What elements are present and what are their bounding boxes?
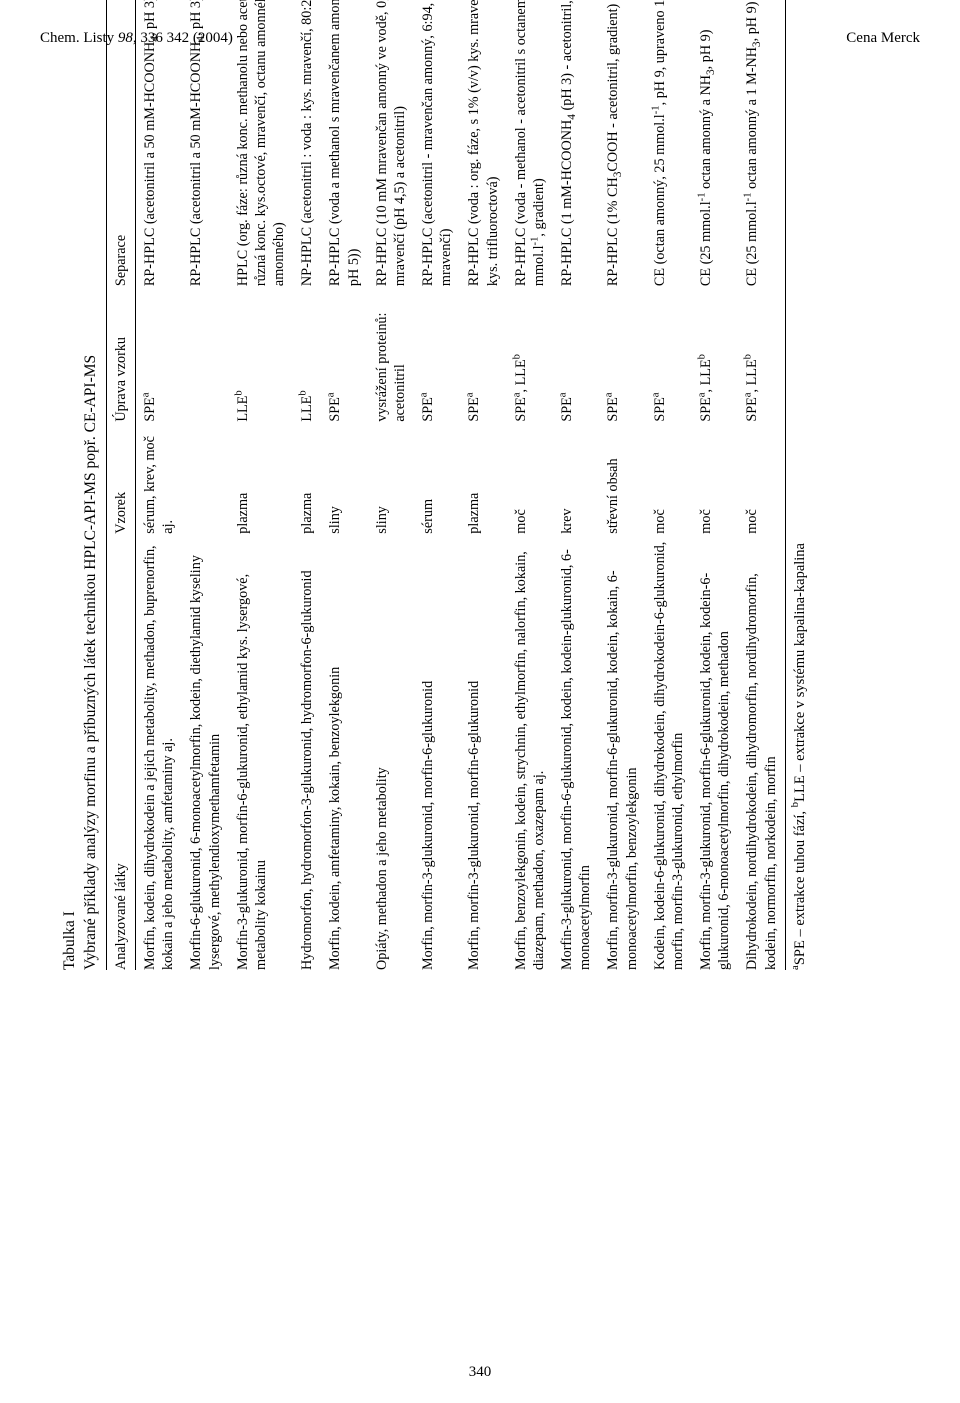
- cell-separace: RP-HPLC (acetonitril - mravenčan amonný,…: [414, 0, 460, 286]
- table-caption: Tabulka I Vybrané příklady analýzy morfi…: [60, 0, 102, 970]
- cell-uprava: SPEa, LLEb: [507, 286, 553, 422]
- cell-separace: CE (25 mmol.l-1 octan amonný a 1 M-NH3, …: [738, 0, 785, 286]
- cell-uprava: SPEa: [321, 286, 367, 422]
- cell-analyt: Opiáty, methadon a jeho metabolity: [368, 534, 414, 970]
- table-row: Dihydrokodein, nordihydrokodein, dihydro…: [738, 0, 785, 970]
- table-row: Morfin, morfin-3-glukuronid, morfin-6-gl…: [692, 0, 738, 970]
- cell-vzorek: sliny: [368, 422, 414, 534]
- main-table: Analyzované látky Vzorek Úprava vzorku S…: [106, 0, 786, 970]
- cell-separace: CE (octan amonný, 25 mmol.l-1, pH 9, upr…: [646, 0, 692, 286]
- cell-vzorek: krev: [553, 422, 599, 534]
- cell-analyt: Morfin, morfin-3-glukuronid, morfin-6-gl…: [460, 534, 506, 970]
- table-row: Opiáty, methadon a jeho metabolityslinyv…: [368, 0, 414, 970]
- cell-analyt: Morfin-3-glukuronid, morfin-6-glukuronid…: [229, 534, 294, 970]
- cell-analyt: Dihydrokodein, nordihydrokodein, dihydro…: [738, 534, 785, 970]
- cell-uprava: SPEa: [553, 286, 599, 422]
- cell-analyt: Morfin-6-glukuronid, 6-monoacetylmorfin,…: [182, 534, 228, 970]
- cell-separace: RP-HPLC (voda - methanol - acetonitril s…: [507, 0, 553, 286]
- cell-separace: NP-HPLC (acetonitril : voda : kys. mrave…: [293, 0, 321, 286]
- cell-analyt: Morfin, kodein, dihydrokodein a jejich m…: [136, 534, 183, 970]
- table-row: Morfin-6-glukuronid, 6-monoacetylmorfin,…: [182, 0, 228, 970]
- cell-analyt: Morfin, morfin-3-glukuronid, morfin-6-gl…: [599, 534, 645, 970]
- cell-analyt: Morfin, morfin-3-glukuronid, morfin-6-gl…: [692, 534, 738, 970]
- cell-vzorek: střevní obsah: [599, 422, 645, 534]
- cell-uprava: LLEb: [293, 286, 321, 422]
- cell-uprava: vysrážení proteinů: ace­tonitril: [368, 286, 414, 422]
- table-row: Morfin-3-glukuronid, morfin-6-glukuronid…: [229, 0, 294, 970]
- cell-vzorek: plazma: [460, 422, 506, 534]
- cell-separace: CE (25 mmol.l-1 octan amonný a NH3, pH 9…: [692, 0, 738, 286]
- cell-vzorek: moč: [738, 422, 785, 534]
- cell-separace: RP-HPLC (1 mM-HCOONH4 (pH 3) - acetonitr…: [553, 0, 599, 286]
- cell-analyt: Kodein, kodein-6-glukuronid, dihydrokode…: [646, 534, 692, 970]
- col-header-analyt: Analyzované látky: [106, 534, 135, 970]
- cell-uprava: SPEa: [136, 286, 183, 422]
- table-row: Morfin, morfin-3-glukuronid, morfin-6-gl…: [414, 0, 460, 970]
- cell-vzorek: [182, 422, 228, 534]
- cell-vzorek: plazma: [229, 422, 294, 534]
- footnote-a: SPE – extrakce tuhou fází,: [792, 807, 808, 965]
- cell-analyt: Morfin, benzoylekgonin, kodein, strychni…: [507, 534, 553, 970]
- page-number: 340: [469, 1364, 492, 1381]
- table-row: Morfin, benzoylekgonin, kodein, strychni…: [507, 0, 553, 970]
- cell-separace: RP-HPLC (acetonitril a 50 mM-HCOONH4, pH…: [136, 0, 183, 286]
- cell-separace: HPLC (org. fáze: různá konc. methanolu n…: [229, 0, 294, 286]
- table-caption-line2: Vybrané příklady analýzy morfinu a příbu…: [81, 0, 102, 970]
- cell-separace: RP-HPLC (acetonitril a 50 mM-HCOONH4, pH…: [182, 0, 228, 286]
- cell-uprava: [182, 286, 228, 422]
- table-row: Kodein, kodein-6-glukuronid, dihydrokode…: [646, 0, 692, 970]
- table-row: Morfin, morfin-3-glukuronid, morfin-6-gl…: [599, 0, 645, 970]
- footnote-b: LLE – extrakce v systému kapalina-kapali…: [792, 543, 808, 802]
- cell-vzorek: sliny: [321, 422, 367, 534]
- col-header-vzorek: Vzorek: [106, 422, 135, 534]
- cell-uprava: SPEa: [414, 286, 460, 422]
- cell-uprava: SPEa: [646, 286, 692, 422]
- cell-vzorek: moč: [646, 422, 692, 534]
- col-header-separace: Separace: [106, 0, 135, 286]
- rotated-table-area: Tabulka I Vybrané příklady analýzy morfi…: [60, 0, 809, 970]
- cell-uprava: LLEb: [229, 286, 294, 422]
- cell-vzorek: moč: [507, 422, 553, 534]
- cell-separace: RP-HPLC (voda : org. fáze, s 1% (v/v) ky…: [460, 0, 506, 286]
- table-row: Morfin, kodein, amfetaminy, kokain, benz…: [321, 0, 367, 970]
- table-row: Morfin, kodein, dihydrokodein a jejich m…: [136, 0, 183, 970]
- table-header-row: Analyzované látky Vzorek Úprava vzorku S…: [106, 0, 135, 970]
- cell-uprava: SPEa, LLEb: [738, 286, 785, 422]
- col-header-uprava: Úprava vzorku: [106, 286, 135, 422]
- cell-uprava: SPEa: [460, 286, 506, 422]
- header-right: Cena Merck: [846, 30, 920, 47]
- cell-uprava: SPEa, LLEb: [692, 286, 738, 422]
- table-caption-line1: Tabulka I: [60, 0, 81, 970]
- cell-vzorek: plazma: [293, 422, 321, 534]
- table-row: Morfin, morfin-3-glukuronid, morfin-6-gl…: [460, 0, 506, 970]
- cell-vzorek: moč: [692, 422, 738, 534]
- cell-analyt: Morfin-3-glukuronid, morfin-6-glukuronid…: [553, 534, 599, 970]
- cell-uprava: SPEa: [599, 286, 645, 422]
- cell-analyt: Morfin, morfin-3-glukuronid, morfin-6-gl…: [414, 534, 460, 970]
- cell-vzorek: sérum, krev, moč aj.: [136, 422, 183, 534]
- cell-separace: RP-HPLC (1% CH3COOH - acetonitril, gradi…: [599, 0, 645, 286]
- table-row: Morfin-3-glukuronid, morfin-6-glukuronid…: [553, 0, 599, 970]
- cell-separace: RP-HPLC (voda a methanol s mravenčanem a…: [321, 0, 367, 286]
- cell-analyt: Hydromorfon, hydromorfon-3-glukuronid, h…: [293, 534, 321, 970]
- cell-analyt: Morfin, kodein, amfetaminy, kokain, benz…: [321, 534, 367, 970]
- cell-separace: RP-HPLC (10 mM mravenčan amonný ve vodě,…: [368, 0, 414, 286]
- cell-vzorek: sérum: [414, 422, 460, 534]
- table-row: Hydromorfon, hydromorfon-3-glukuronid, h…: [293, 0, 321, 970]
- table-footnote: aSPE – extrakce tuhou fází, bLLE – extra…: [792, 0, 809, 970]
